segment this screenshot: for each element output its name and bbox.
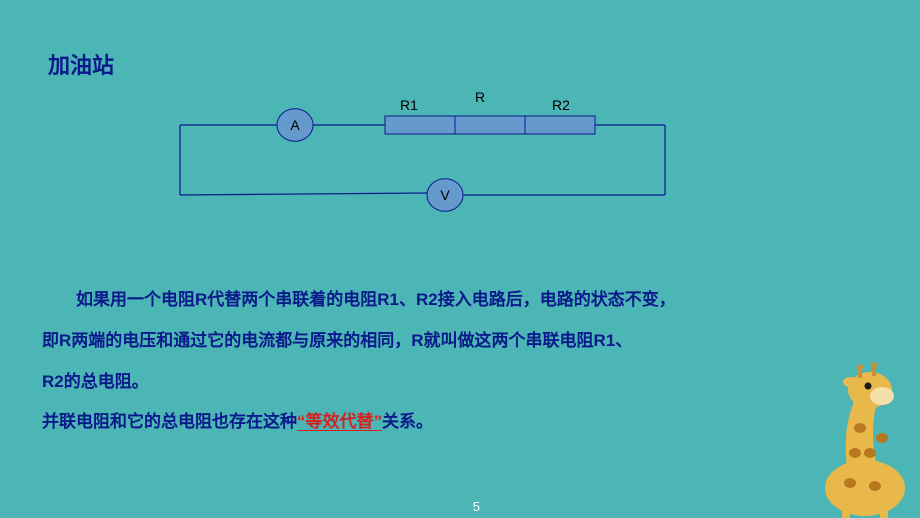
body-paragraph: 如果用一个电阻R代替两个串联着的电阻R1、R2接入电路后，电路的状态不变， 即R… — [42, 280, 878, 443]
svg-text:A: A — [290, 117, 300, 133]
para-line3: R2的总电阻。 — [42, 372, 149, 391]
circuit-diagram: A V R1 R R2 — [110, 80, 750, 220]
para-line4b: 关系。 — [382, 412, 433, 431]
para-line2: 即R两端的电压和通过它的电流都与原来的相同，R就叫做这两个串联电阻R1、 — [42, 331, 632, 350]
page-number: 5 — [473, 499, 480, 514]
highlight-equivalent: “等效代替” — [297, 412, 382, 431]
svg-text:R: R — [475, 89, 485, 105]
para-line1: 如果用一个电阻R代替两个串联着的电阻R1、R2接入电路后，电路的状态不变， — [42, 290, 676, 309]
para-line4a: 并联电阻和它的总电阻也存在这种 — [42, 412, 297, 431]
svg-text:R2: R2 — [552, 97, 570, 113]
svg-text:R1: R1 — [400, 97, 418, 113]
slide-title: 加油站 — [48, 48, 114, 80]
giraffe-icon — [770, 358, 920, 518]
svg-text:V: V — [440, 187, 450, 203]
